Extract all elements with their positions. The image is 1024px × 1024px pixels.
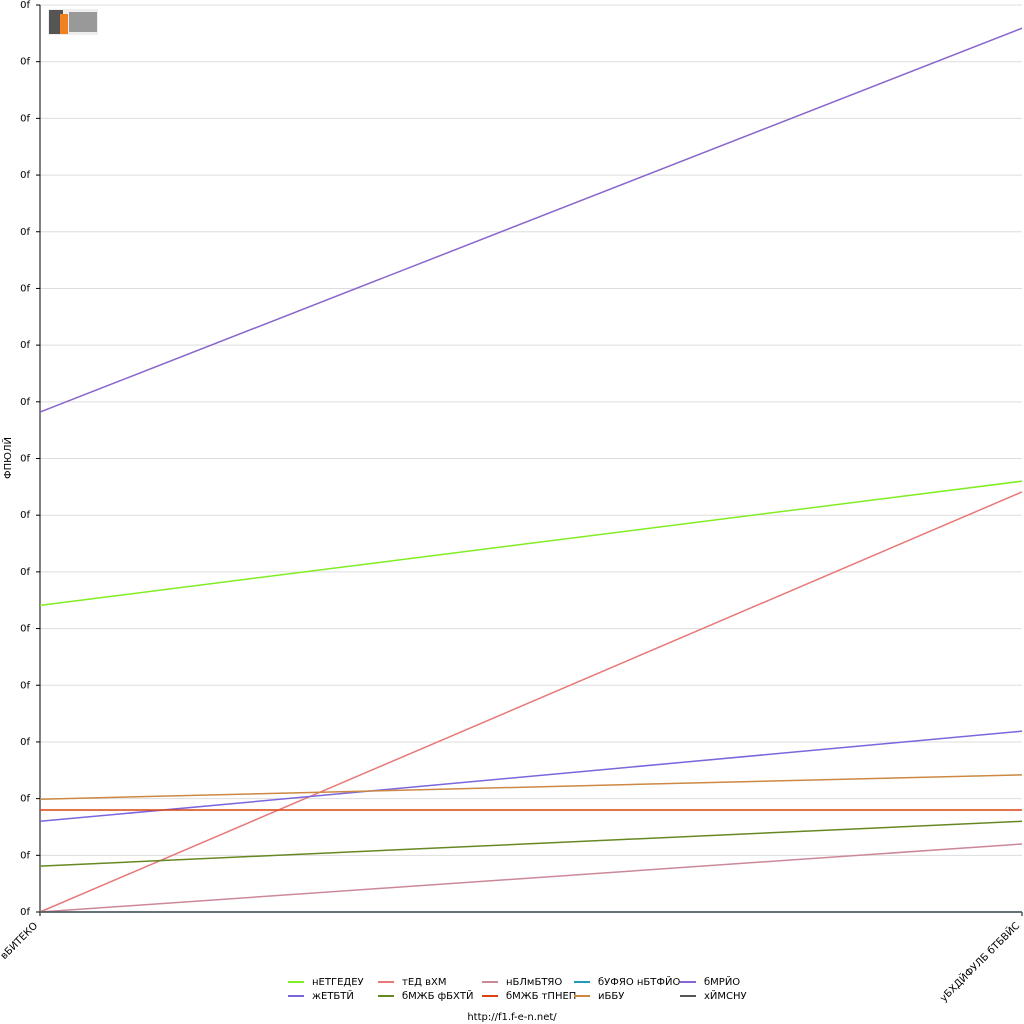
logo-1 [60, 14, 68, 34]
series-line [39, 820, 1023, 867]
y-tick-label: 0f [20, 680, 30, 691]
series-line [39, 843, 1023, 913]
legend-label: бМЖБ фБХТЙ [402, 989, 473, 1002]
y-tick-label: 0f [20, 57, 30, 68]
series-line [39, 27, 1023, 413]
legend-label: жЕТБТЙ [312, 989, 354, 1002]
legend-label: нБЛмБТЯО [506, 977, 562, 988]
x-tick-label: уБХДЙФУЛБ бТБВЙС [937, 919, 1022, 1004]
y-tick-label: 0f [20, 907, 30, 918]
y-tick-label: 0f [20, 170, 30, 181]
legend-label: иББУ [598, 991, 624, 1002]
legend-label: тЕД вХМ [402, 977, 447, 988]
y-tick-label: 0f [20, 283, 30, 294]
y-tick-label: 0f [20, 624, 30, 635]
y-tick-label: 0f [20, 113, 30, 124]
y-tick-label: 0f [20, 737, 30, 748]
logo-en [69, 12, 97, 32]
legend-label: бУФЯО нБТФЙО [598, 975, 680, 988]
series-line [39, 774, 1023, 800]
legend-label: нЕТГЕДЕУ [312, 977, 364, 988]
series-line [39, 491, 1023, 913]
y-tick-label: 0f [20, 397, 30, 408]
legend-label: хЙМСНУ [704, 989, 747, 1002]
legend-label: бМЖБ тПНЕП [506, 991, 576, 1002]
series-line [39, 730, 1023, 823]
y-tick-label: 0f [20, 227, 30, 238]
y-tick-label: 0f [20, 454, 30, 465]
y-tick-label: 0f [20, 850, 30, 861]
y-tick-label: 0f [20, 340, 30, 351]
y-tick-label: 0f [20, 0, 30, 11]
logo [48, 9, 98, 35]
series-line [39, 480, 1023, 607]
logo-f [49, 10, 63, 34]
legend-label: бМРЙО [704, 975, 740, 988]
x-tick-label: вБИТЕКО [0, 920, 40, 962]
y-tick-label: 0f [20, 794, 30, 805]
footer: http://f1.f-e-n.net/ [467, 1012, 557, 1023]
y-tick-label: 0f [20, 567, 30, 578]
y-axis-label: ФПЮЛЙ [1, 437, 14, 479]
y-tick-label: 0f [20, 510, 30, 521]
